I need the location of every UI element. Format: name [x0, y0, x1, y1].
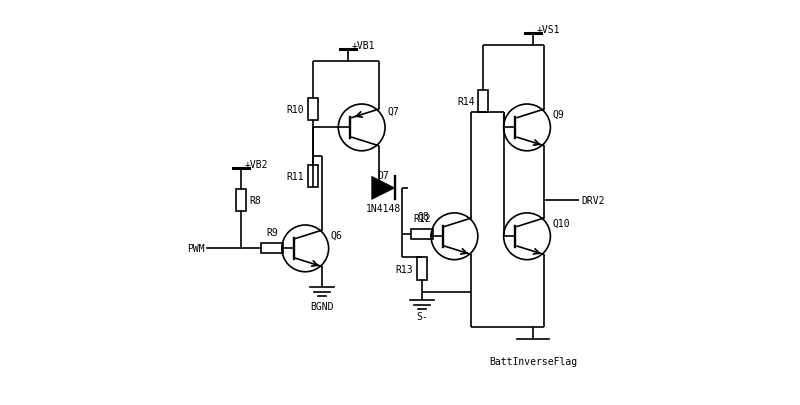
Text: BGND: BGND	[310, 301, 334, 311]
Text: R10: R10	[286, 105, 304, 115]
Text: Q9: Q9	[553, 109, 564, 119]
Bar	[417, 258, 427, 280]
Bar	[308, 165, 318, 188]
Text: S-: S-	[416, 311, 428, 321]
Text: +VB2: +VB2	[245, 159, 268, 169]
Text: DRV2: DRV2	[582, 196, 605, 205]
Bar	[411, 230, 434, 240]
Text: R12: R12	[414, 213, 431, 224]
Bar	[236, 190, 246, 211]
Text: Q7: Q7	[387, 107, 399, 117]
Text: Q10: Q10	[553, 218, 570, 228]
Text: BattInverseFlag: BattInverseFlag	[489, 356, 577, 367]
Text: +VS1: +VS1	[537, 25, 561, 34]
Text: R9: R9	[266, 228, 278, 238]
Text: Q6: Q6	[330, 230, 342, 240]
Text: R14: R14	[458, 97, 475, 107]
Text: +VB1: +VB1	[352, 40, 375, 51]
Text: Q8: Q8	[418, 211, 429, 221]
Bar	[261, 244, 283, 254]
Text: D7: D7	[377, 171, 389, 181]
Text: R13: R13	[395, 264, 413, 274]
Bar	[478, 91, 488, 113]
Text: 1N4148: 1N4148	[366, 204, 401, 213]
Text: PWM: PWM	[188, 244, 206, 254]
Text: R11: R11	[286, 171, 304, 181]
Polygon shape	[372, 177, 394, 200]
Text: R8: R8	[250, 196, 262, 205]
Bar	[308, 99, 318, 121]
